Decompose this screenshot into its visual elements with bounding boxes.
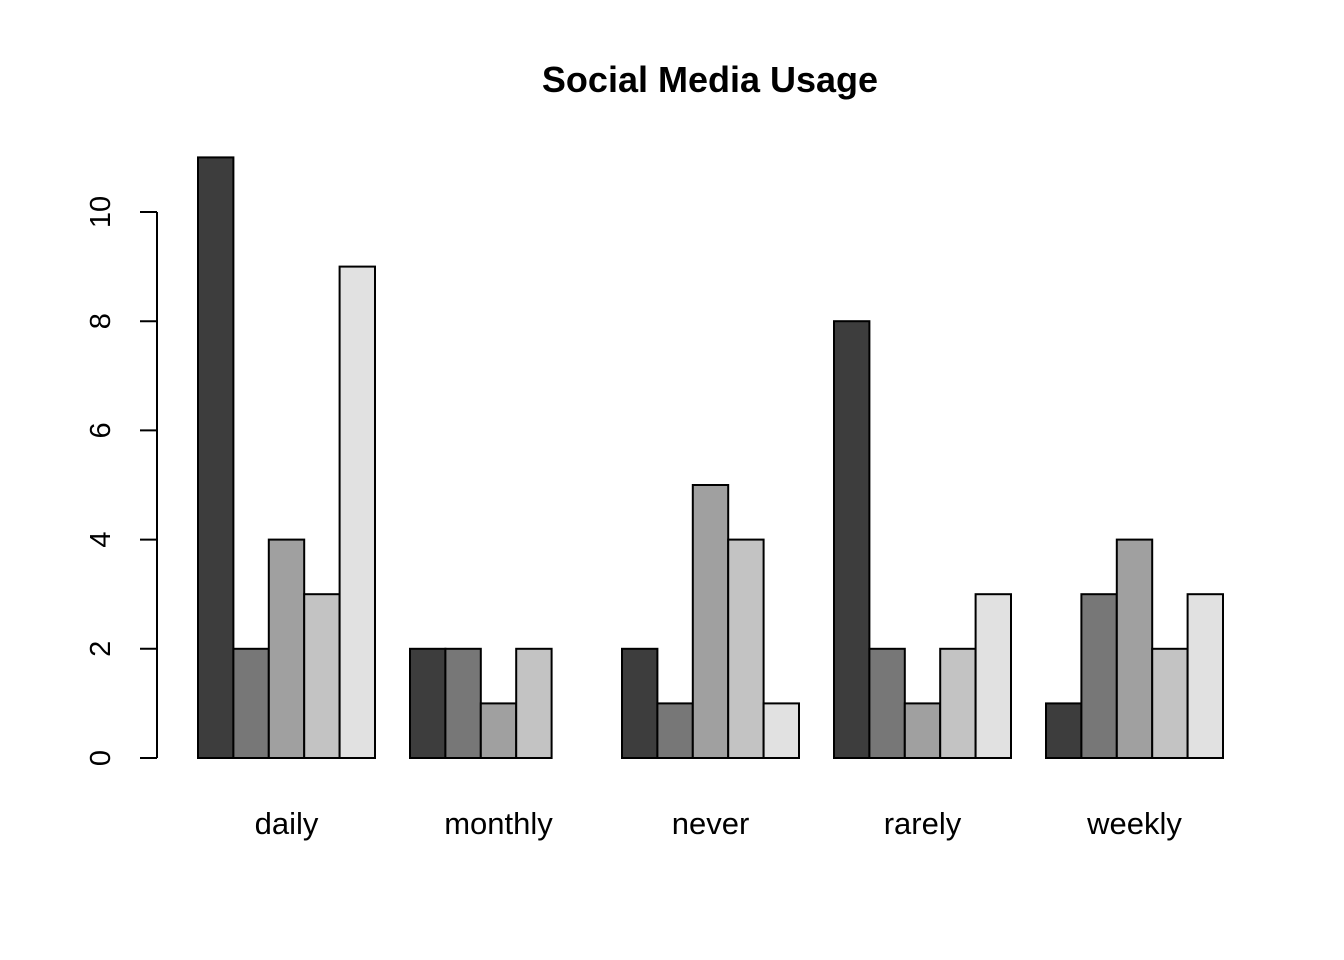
bar-daily-2 bbox=[232, 647, 270, 759]
x-tick-label-monthly: monthly bbox=[444, 806, 553, 841]
bar-daily-4 bbox=[303, 593, 341, 760]
bar-weekly-2 bbox=[1080, 593, 1118, 760]
y-tick-label-0: 0 bbox=[85, 750, 117, 766]
bar-rarely-1 bbox=[833, 320, 871, 759]
y-axis: 0 2 4 6 8 10 bbox=[85, 196, 158, 766]
y-tick-label-6: 6 bbox=[85, 422, 117, 438]
y-tick-label-4: 4 bbox=[85, 532, 117, 548]
bar-never-3 bbox=[691, 484, 730, 759]
x-tick-label-weekly: weekly bbox=[1086, 806, 1182, 841]
bar-weekly-1 bbox=[1045, 702, 1083, 760]
x-tick-label-rarely: rarely bbox=[884, 806, 962, 841]
bar-monthly-3 bbox=[479, 702, 518, 760]
bar-never-2 bbox=[656, 702, 694, 760]
bar-monthly-1 bbox=[409, 647, 447, 759]
x-tick-label-never: never bbox=[672, 806, 750, 841]
bar-monthly-4 bbox=[515, 647, 553, 759]
bar-weekly-3 bbox=[1115, 538, 1154, 759]
bar-rarely-4 bbox=[939, 647, 977, 759]
chart-title: Social Media Usage bbox=[542, 59, 878, 100]
y-tick-label-8: 8 bbox=[85, 313, 117, 329]
y-tick-label-10: 10 bbox=[85, 196, 117, 228]
bar-monthly-2 bbox=[444, 647, 482, 759]
bar-never-4 bbox=[727, 538, 765, 759]
bar-daily-1 bbox=[197, 156, 235, 759]
bar-never-1 bbox=[621, 647, 659, 759]
x-axis-labels: daily monthly never rarely weekly bbox=[255, 806, 1183, 841]
bar-daily-3 bbox=[267, 538, 306, 759]
bar-weekly-5 bbox=[1186, 593, 1224, 760]
y-tick-label-2: 2 bbox=[85, 641, 117, 657]
bar-weekly-4 bbox=[1151, 647, 1189, 759]
bar-rarely-3 bbox=[903, 702, 942, 760]
bar-rarely-5 bbox=[974, 593, 1012, 760]
bar-never-5 bbox=[762, 702, 800, 760]
bars-group bbox=[197, 156, 1224, 760]
bar-rarely-2 bbox=[868, 647, 906, 759]
x-tick-label-daily: daily bbox=[255, 806, 319, 841]
bar-daily-5 bbox=[338, 265, 377, 759]
